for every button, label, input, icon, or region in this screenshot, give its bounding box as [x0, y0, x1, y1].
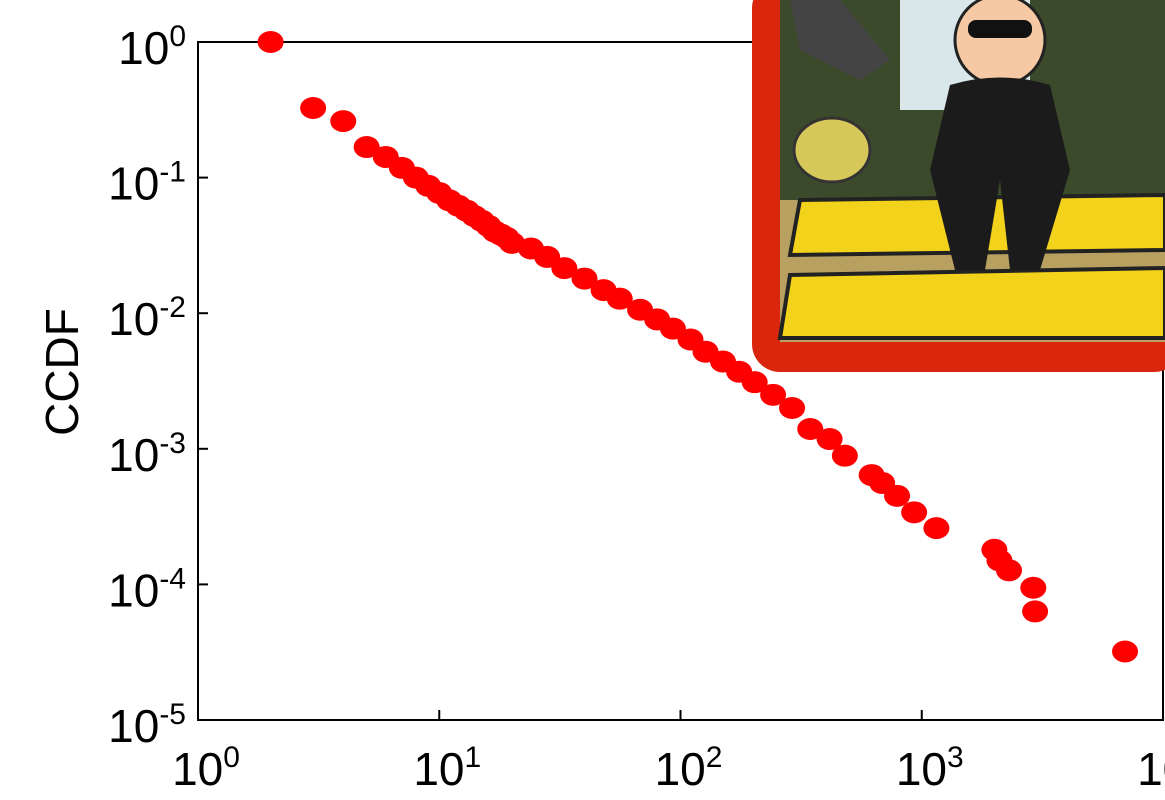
- data-point: [300, 97, 327, 120]
- data-point: [923, 517, 950, 540]
- inset-image: [752, 0, 1165, 372]
- inset-face: [953, 0, 1047, 87]
- tick-label: 104: [1137, 741, 1165, 795]
- tick-base: 10: [118, 22, 169, 74]
- tick-exponent: 0: [169, 20, 186, 53]
- tick-base: 10: [108, 429, 159, 481]
- tick-exponent: -2: [159, 291, 186, 324]
- inset-bubble: [792, 116, 872, 184]
- tick-exponent: -4: [159, 562, 186, 595]
- tick-label: 10-2: [108, 291, 186, 345]
- inset-banner: [777, 265, 1165, 340]
- data-point: [571, 267, 598, 290]
- data-point: [257, 31, 284, 53]
- tick-label: 101: [413, 741, 481, 795]
- tick-base: 10: [896, 743, 947, 795]
- data-point: [551, 257, 578, 280]
- tick-exponent: 2: [706, 741, 723, 774]
- tick-label: 10-4: [108, 562, 186, 616]
- inset-horse: [790, 0, 890, 80]
- tick-base: 10: [108, 700, 159, 752]
- tick-exponent: -5: [159, 698, 186, 731]
- tick-exponent: 1: [464, 741, 481, 774]
- inset-body: [930, 77, 1070, 270]
- tick-label: 10-3: [108, 427, 186, 481]
- tick-label: 100: [172, 741, 240, 795]
- data-point: [996, 559, 1023, 582]
- tick-base: 10: [108, 293, 159, 345]
- tick-base: 10: [1137, 743, 1165, 795]
- y-axis-label: CCDF: [36, 308, 88, 436]
- data-point: [831, 444, 858, 467]
- data-point: [816, 428, 843, 451]
- data-point: [330, 110, 357, 133]
- inset-glasses: [968, 20, 1032, 38]
- tick-base: 10: [108, 564, 159, 616]
- tick-exponent: 0: [223, 741, 240, 774]
- data-point: [779, 396, 806, 419]
- tick-label: 100: [118, 20, 186, 74]
- data-point: [901, 501, 928, 524]
- tick-exponent: -3: [159, 427, 186, 460]
- data-point: [1112, 640, 1139, 663]
- tick-base: 10: [172, 743, 223, 795]
- tick-base: 10: [108, 158, 159, 210]
- data-point: [353, 136, 380, 159]
- tick-label: 102: [655, 741, 723, 795]
- data-point: [741, 371, 768, 394]
- data-layer: [257, 31, 1139, 663]
- data-point: [606, 287, 633, 310]
- tick-base: 10: [655, 743, 706, 795]
- tick-label: 10-1: [108, 156, 186, 210]
- data-point: [884, 484, 911, 507]
- data-point: [1020, 576, 1047, 599]
- tick-label: 10-5: [108, 698, 186, 752]
- data-point: [1022, 600, 1049, 623]
- tick-base: 10: [413, 743, 464, 795]
- data-point: [760, 383, 787, 406]
- tick-label: 103: [896, 741, 964, 795]
- tick-exponent: -1: [159, 156, 186, 189]
- data-point: [797, 417, 824, 440]
- tick-exponent: 3: [947, 741, 964, 774]
